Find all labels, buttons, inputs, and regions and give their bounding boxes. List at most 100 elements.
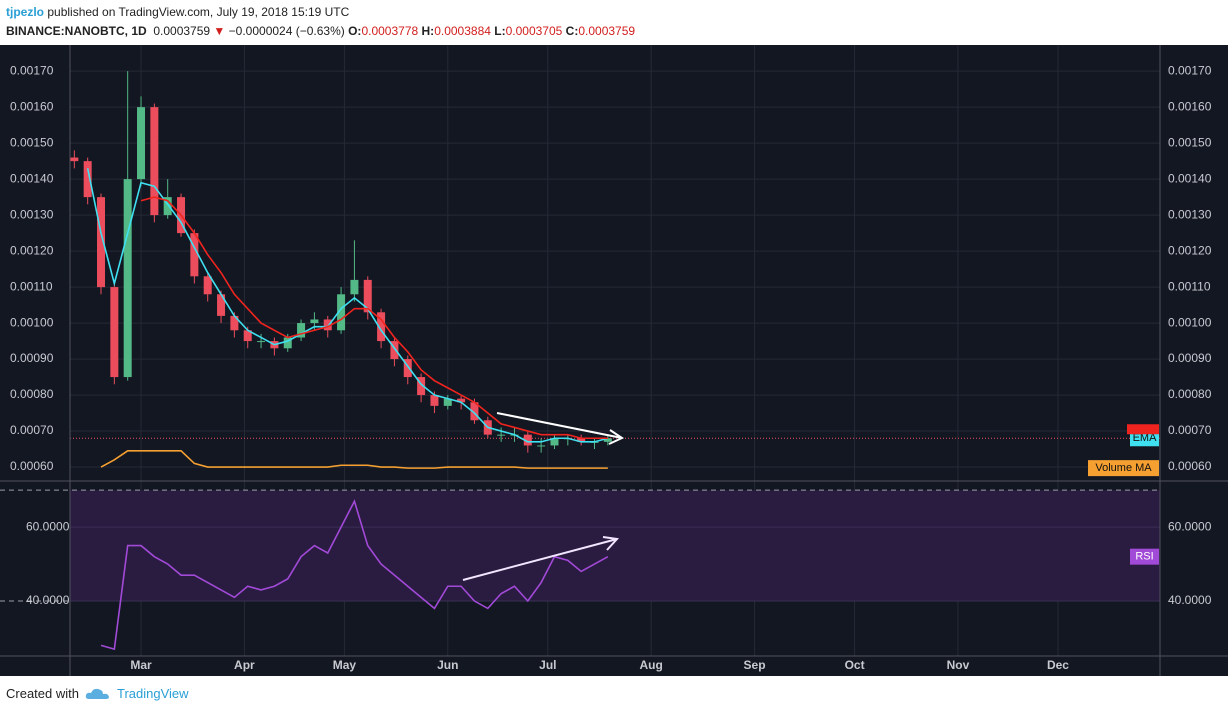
plot [70, 71, 1160, 651]
series-tag [1088, 460, 1159, 477]
candle-body [337, 294, 346, 331]
grid: Mar Apr May Jun Jul Aug Sep Oct Nov Dec 0.00060 0.0… [0, 45, 1212, 672]
x-tick-label: Aug [640, 658, 663, 672]
tags: EMA Volume MA RSI [1088, 424, 1159, 565]
x-tick-label: Jun [437, 658, 458, 672]
candle-body [390, 341, 399, 360]
x-tick-label: Sep [744, 658, 766, 672]
x-tick-label: Apr [234, 658, 255, 672]
y-tick-label: 0.00110 [10, 279, 53, 293]
candle-body [123, 179, 132, 378]
candle-body [243, 330, 252, 342]
y-tick-label: 0.00080 [1168, 387, 1212, 401]
series-tag-label: Volume MA [1095, 462, 1152, 474]
h: 0.0003884 [434, 24, 491, 38]
o: 0.0003778 [361, 24, 419, 38]
header-line: tjpezlo published on TradingView.com, Ju… [6, 3, 635, 22]
published: published on TradingView.com, July 19, 2… [47, 5, 350, 19]
y-tick-label: 40.0000 [26, 593, 70, 607]
y-tick-label: 0.00100 [1168, 315, 1212, 329]
candle-body [550, 438, 559, 446]
candle-body [470, 402, 479, 421]
candle-body [163, 197, 172, 216]
y-tick-label: 0.00170 [1168, 63, 1212, 77]
y-tick-label: 40.0000 [1168, 593, 1212, 607]
created-with: Created with [6, 686, 79, 701]
candle-body [523, 434, 532, 446]
y-tick-label: 0.00150 [1168, 135, 1212, 149]
y-tick-label: 0.00140 [10, 171, 54, 185]
l-label: L: [494, 24, 506, 38]
y-tick-label: 0.00130 [10, 207, 54, 221]
trend-arrow [462, 536, 620, 581]
rsi-band [70, 490, 1160, 602]
y-tick-label: 0.00090 [1168, 351, 1212, 365]
y-tick-label: 0.00090 [10, 351, 54, 365]
series-tag-label: EMA [1133, 432, 1158, 444]
x-tick-label: May [333, 658, 357, 672]
candle-body [430, 395, 439, 406]
candle-body [70, 157, 79, 162]
y-tick-label: 0.00070 [1168, 423, 1212, 437]
candle-body [110, 287, 119, 378]
series-line [100, 450, 608, 469]
series-line [140, 196, 608, 440]
candle-body [97, 197, 106, 288]
h-label: H: [421, 24, 435, 38]
candle-body [377, 312, 386, 342]
y-tick-label: 0.00070 [10, 423, 54, 437]
chart: Mar Apr May Jun Jul Aug Sep Oct Nov Dec 0.00060 0.0… [0, 45, 1228, 676]
author[interactable]: tjpezlo [6, 5, 44, 19]
c: 0.0003759 [578, 24, 636, 38]
candle-body [417, 377, 426, 396]
y-tick-label: 0.00160 [10, 99, 54, 113]
logo [85, 688, 109, 699]
y-tick-label: 0.00110 [1168, 279, 1211, 293]
brand[interactable]: TradingView [116, 686, 189, 701]
candle-body [603, 438, 612, 442]
candle-body [230, 315, 239, 331]
candle-body [217, 294, 226, 316]
y-tick-label: 0.00120 [1168, 243, 1212, 257]
candle-body [83, 161, 92, 198]
y-tick-label: 0.00170 [10, 63, 54, 77]
candle-body [403, 359, 412, 378]
candle-body [283, 337, 292, 349]
y-tick-label: 0.00150 [10, 135, 54, 149]
symbol: BINANCE:NANOBTC, 1D [6, 24, 147, 38]
y-tick-label: 0.00160 [1168, 99, 1212, 113]
candle-body [297, 323, 306, 338]
candle-body [137, 107, 146, 180]
y-tick-label: 60.0000 [1168, 519, 1212, 533]
candle-body [497, 434, 506, 436]
o-label: O: [348, 24, 362, 38]
candle-body [323, 319, 332, 331]
candle-body [363, 279, 372, 313]
series-tag [1127, 424, 1159, 435]
series-line [86, 168, 609, 443]
y-tick-label: 0.00060 [1168, 459, 1212, 473]
candle-body [150, 107, 159, 216]
x-tick-label: Nov [947, 658, 970, 672]
series-tag [1130, 548, 1159, 565]
last: 0.0003759 [153, 24, 211, 38]
y-tick-label: 60.0000 [26, 519, 70, 533]
y-tick-label: 0.00140 [1168, 171, 1212, 185]
change: −0.0000024 (−0.63%) [228, 24, 345, 38]
c-label: C: [565, 24, 579, 38]
candle-body [537, 445, 546, 447]
candle-body [577, 438, 586, 442]
y-tick-label: 0.00130 [1168, 207, 1212, 221]
x-tick-label: Dec [1047, 658, 1069, 672]
y-tick-label: 0.00120 [10, 243, 54, 257]
header: tjpezlo published on TradingView.com, Ju… [6, 3, 635, 41]
candle-body [190, 233, 199, 277]
candle-body [257, 341, 266, 343]
y-tick-label: 0.00100 [10, 315, 54, 329]
x-tick-label: Oct [845, 658, 865, 672]
header-line: BINANCE:NANOBTC, 1D 0.0003759 ▼ −0.00000… [6, 22, 635, 41]
footer: Created with TradingView [6, 686, 189, 701]
candle-body [443, 398, 452, 406]
trend-arrow [496, 412, 625, 445]
